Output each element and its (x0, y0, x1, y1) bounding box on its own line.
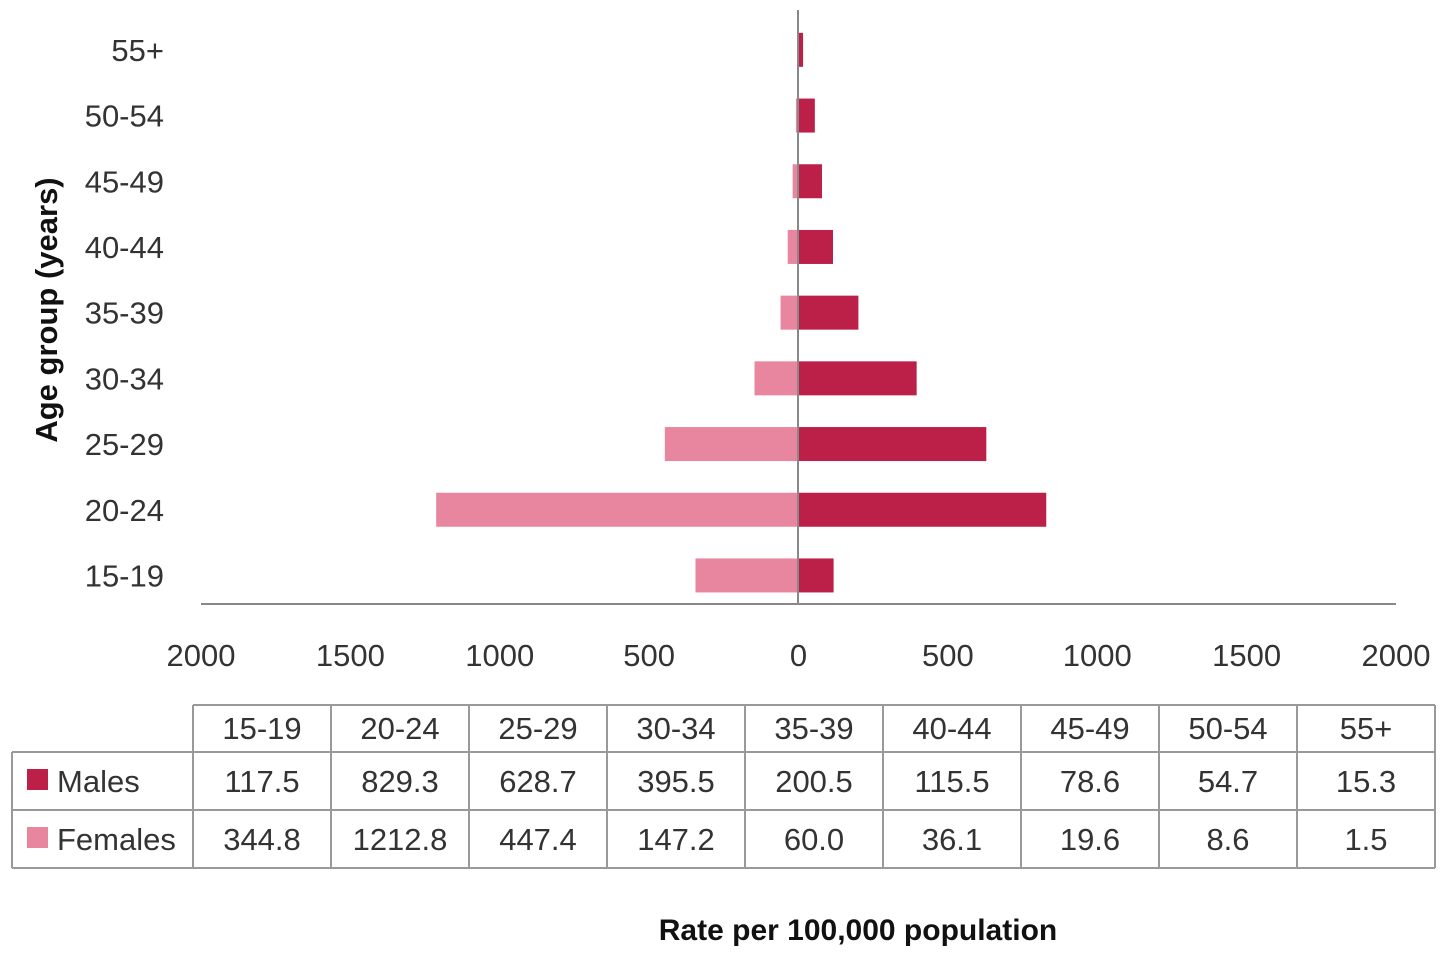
x-axis-title: Rate per 100,000 population (659, 914, 1057, 947)
table-data-cell: 60.0 (784, 822, 844, 857)
x-tick-label: 1500 (1212, 638, 1281, 673)
male-bar-15-19 (798, 558, 834, 593)
table-data-cell: 447.4 (499, 822, 577, 857)
female-bar-30-34 (754, 361, 798, 396)
y-tick-label: 25-29 (85, 427, 164, 462)
y-tick-label: 55+ (111, 33, 164, 68)
table-data-cell: 829.3 (361, 764, 439, 799)
y-tick-label: 15-19 (85, 558, 164, 593)
female-bar-25-29 (664, 427, 798, 462)
female-bar-40-44 (787, 229, 798, 264)
table-data-cell: 147.2 (637, 822, 715, 857)
x-tick-label: 2000 (167, 638, 236, 673)
x-tick-label: 500 (922, 638, 974, 673)
table-data-cell: 8.6 (1206, 822, 1249, 857)
y-tick-label: 30-34 (85, 361, 164, 396)
female-bar-15-19 (695, 558, 798, 593)
legend-swatch-females (27, 827, 48, 848)
table-header-cell: 45-49 (1050, 711, 1129, 746)
y-tick-label: 45-49 (85, 164, 164, 199)
male-bar-20-24 (798, 492, 1047, 527)
table-header-cell: 50-54 (1188, 711, 1267, 746)
table-header-cell: 15-19 (222, 711, 301, 746)
table-header-cell: 30-34 (636, 711, 715, 746)
table-data-cell: 54.7 (1198, 764, 1258, 799)
x-tick-label: 1000 (465, 638, 534, 673)
y-tick-label: 35-39 (85, 296, 164, 331)
male-bar-40-44 (798, 229, 834, 264)
male-bar-45-49 (798, 164, 822, 199)
male-bar-35-39 (798, 295, 859, 330)
table-data-cell: 19.6 (1060, 822, 1120, 857)
x-tick-label: 1000 (1063, 638, 1132, 673)
y-axis-title: Age group (years) (29, 177, 64, 442)
table-data-cell: 78.6 (1060, 764, 1120, 799)
table-data-cell: 115.5 (914, 764, 989, 799)
female-bar-35-39 (780, 295, 798, 330)
male-bar-55+ (798, 32, 804, 67)
x-tick-label: 500 (623, 638, 675, 673)
table-data-cell: 628.7 (499, 764, 577, 799)
male-bar-25-29 (798, 427, 987, 462)
table-header-cell: 40-44 (912, 711, 991, 746)
y-tick-label: 40-44 (85, 230, 164, 265)
legend-swatch-males (27, 769, 48, 790)
table-header-cell: 35-39 (774, 711, 853, 746)
table-data-cell: 344.8 (223, 822, 301, 857)
table-header-cell: 20-24 (360, 711, 439, 746)
male-bar-50-54 (798, 98, 815, 133)
legend-label: Females (57, 822, 176, 857)
table-header-cell: 25-29 (498, 711, 577, 746)
table-data-cell: 1.5 (1344, 822, 1387, 857)
table-data-cell: 395.5 (637, 764, 715, 799)
x-tick-label: 0 (790, 638, 807, 673)
legend-label: Males (57, 764, 140, 799)
x-tick-label: 2000 (1362, 638, 1431, 673)
table-data-cell: 15.3 (1336, 764, 1396, 799)
female-bar-50-54 (795, 98, 798, 133)
y-tick-label: 20-24 (85, 493, 164, 528)
table-data-cell: 36.1 (922, 822, 982, 857)
x-tick-label: 1500 (316, 638, 385, 673)
table-header-cell: 55+ (1340, 711, 1393, 746)
male-bar-30-34 (798, 361, 917, 396)
female-bar-45-49 (792, 164, 798, 199)
table-data-cell: 117.5 (224, 764, 299, 799)
table-data-cell: 200.5 (775, 764, 853, 799)
female-bar-20-24 (436, 492, 798, 527)
table-data-cell: 1212.8 (353, 822, 448, 857)
y-tick-label: 50-54 (85, 99, 164, 134)
